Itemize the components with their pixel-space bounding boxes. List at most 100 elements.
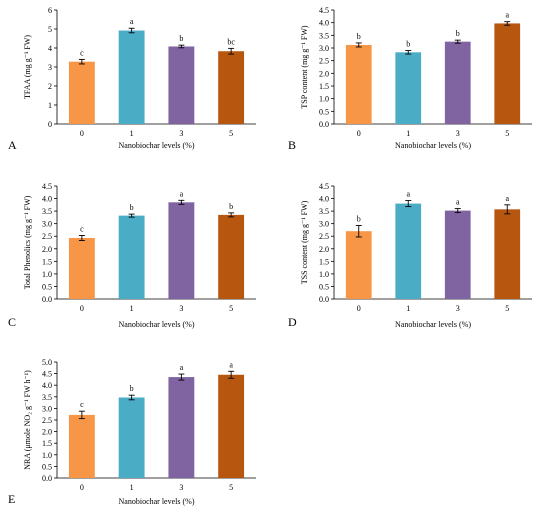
x-tick-label: 3 bbox=[179, 129, 183, 138]
x-tick-label: 3 bbox=[456, 304, 460, 313]
bar bbox=[444, 41, 471, 124]
y-tick-label: 0 bbox=[48, 120, 52, 129]
x-tick-label: 0 bbox=[80, 483, 84, 492]
y-tick-label: 4.5 bbox=[319, 6, 329, 15]
x-tick-label: 3 bbox=[179, 483, 183, 492]
x-tick-label: 1 bbox=[130, 129, 134, 138]
y-tick-label: 5.0 bbox=[42, 358, 52, 367]
y-tick-label: 2.0 bbox=[42, 428, 52, 437]
y-tick-label: 3.5 bbox=[42, 207, 52, 216]
y-tick-label: 4.5 bbox=[42, 182, 52, 191]
bar bbox=[68, 414, 95, 478]
x-axis-title: Nanobiochar levels (%) bbox=[119, 497, 195, 506]
y-tick-label: 0.5 bbox=[319, 107, 329, 116]
y-tick-label: 0.0 bbox=[42, 295, 52, 304]
significance-letter: a bbox=[130, 17, 134, 26]
significance-letter: b bbox=[456, 29, 460, 38]
significance-letter: a bbox=[505, 11, 509, 20]
chart-panel-b: 0.0 0.5 1.0 1.5 2.0 2.5 3.0 3.5 4.0 4.5 TSP conten… bbox=[288, 6, 532, 152]
significance-letter: b bbox=[130, 384, 134, 393]
y-tick-label: 4.0 bbox=[319, 19, 329, 28]
y-tick-label: 4.5 bbox=[42, 370, 52, 379]
x-tick-label: 5 bbox=[229, 483, 233, 492]
x-tick-label: 3 bbox=[179, 304, 183, 313]
y-tick-label: 3.5 bbox=[42, 393, 52, 402]
panel-label: E bbox=[8, 492, 15, 506]
y-tick-label: 3.5 bbox=[319, 31, 329, 40]
bar bbox=[494, 23, 521, 124]
y-tick-label: 2.0 bbox=[319, 245, 329, 254]
panel-label: A bbox=[8, 138, 17, 152]
significance-letter: c bbox=[80, 48, 84, 57]
x-tick-label: 5 bbox=[229, 304, 233, 313]
panel-label: C bbox=[8, 315, 16, 329]
bar bbox=[168, 46, 195, 125]
significance-letter: b bbox=[357, 32, 361, 41]
significance-letter: b bbox=[357, 214, 361, 223]
x-tick-label: 5 bbox=[505, 304, 509, 313]
significance-letter: b bbox=[179, 34, 183, 43]
y-tick-label: 2.5 bbox=[42, 416, 52, 425]
y-tick-label: 2.5 bbox=[42, 232, 52, 241]
y-tick-label: 0.0 bbox=[319, 120, 329, 129]
significance-letter: a bbox=[456, 198, 460, 207]
y-axis-title: Total Phenolics (mg g⁻¹ FW) bbox=[23, 195, 32, 289]
x-axis-title: Nanobiochar levels (%) bbox=[119, 320, 195, 329]
y-tick-label: 4.0 bbox=[319, 195, 329, 204]
y-tick-label: 1 bbox=[48, 101, 52, 110]
y-tick-label: 3.0 bbox=[319, 44, 329, 53]
x-tick-label: 0 bbox=[357, 129, 361, 138]
bar bbox=[218, 374, 245, 478]
bar bbox=[168, 377, 195, 478]
y-tick-label: 2 bbox=[48, 82, 52, 91]
y-tick-label: 3 bbox=[48, 63, 52, 72]
y-tick-label: 4.0 bbox=[42, 195, 52, 204]
significance-letter: b bbox=[130, 203, 134, 212]
chart-panel-c: 0.0 0.5 1.0 1.5 2.0 2.5 3.0 3.5 4.0 4.5 Total Phen… bbox=[8, 182, 256, 329]
x-tick-label: 5 bbox=[229, 129, 233, 138]
panel-label: D bbox=[288, 315, 297, 329]
y-tick-label: 2.0 bbox=[42, 245, 52, 254]
y-tick-label: 3.0 bbox=[319, 220, 329, 229]
y-axis-title: TSS content (mg g⁻¹ FW) bbox=[300, 200, 309, 284]
x-tick-label: 1 bbox=[130, 483, 134, 492]
y-tick-label: 2.0 bbox=[319, 69, 329, 78]
chart-panel-d: 0.0 0.5 1.0 1.5 2.0 2.5 3.0 3.5 4.0 4.5 TSS conten… bbox=[288, 182, 532, 329]
bar bbox=[395, 203, 422, 299]
y-tick-label: 2.5 bbox=[319, 57, 329, 66]
significance-letter: c bbox=[80, 224, 84, 233]
y-tick-label: 2.5 bbox=[319, 232, 329, 241]
significance-letter: a bbox=[180, 363, 184, 372]
bar bbox=[345, 231, 372, 299]
y-axis-title: TSP content (mg g⁻¹ FW) bbox=[300, 25, 309, 109]
x-tick-label: 0 bbox=[80, 129, 84, 138]
x-tick-label: 1 bbox=[406, 304, 410, 313]
bar bbox=[218, 51, 245, 125]
y-tick-label: 1.0 bbox=[319, 270, 329, 279]
y-tick-label: 1.5 bbox=[319, 257, 329, 266]
significance-letter: bc bbox=[227, 37, 235, 46]
x-tick-label: 1 bbox=[406, 129, 410, 138]
y-tick-label: 3.0 bbox=[42, 220, 52, 229]
bar bbox=[218, 214, 245, 299]
bar bbox=[444, 210, 471, 299]
significance-letter: b bbox=[406, 40, 410, 49]
bar bbox=[118, 215, 145, 299]
y-tick-label: 1.0 bbox=[42, 270, 52, 279]
y-axis-title: NRA (μmole NO₂ g⁻¹ FW h⁻¹) bbox=[23, 370, 32, 470]
significance-letter: a bbox=[180, 189, 184, 198]
panel-label: B bbox=[288, 138, 296, 152]
y-tick-label: 4 bbox=[48, 44, 52, 53]
bar bbox=[68, 237, 95, 299]
x-tick-label: 0 bbox=[357, 304, 361, 313]
bar bbox=[68, 61, 95, 124]
significance-letter: a bbox=[406, 190, 410, 199]
x-axis-title: Nanobiochar levels (%) bbox=[395, 320, 471, 329]
x-tick-label: 0 bbox=[80, 304, 84, 313]
bar bbox=[395, 52, 422, 124]
y-tick-label: 4.5 bbox=[319, 182, 329, 191]
bar bbox=[345, 44, 372, 124]
y-tick-label: 1.5 bbox=[42, 257, 52, 266]
x-axis-title: Nanobiochar levels (%) bbox=[395, 141, 471, 150]
